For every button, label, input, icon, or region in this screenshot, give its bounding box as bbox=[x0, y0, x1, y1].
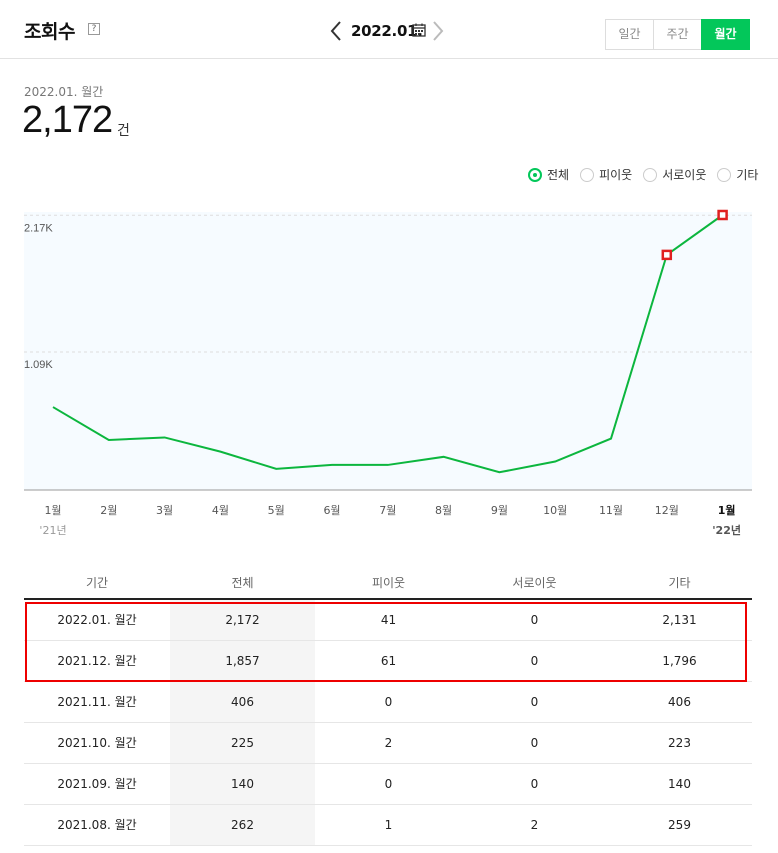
y-tick-label: 2.17K bbox=[24, 222, 53, 234]
stats-table: 2022.01. 월간 2,172 41 0 2,131 2021.12. 월간… bbox=[24, 600, 752, 846]
x-tick-label: 7월 bbox=[379, 504, 396, 517]
cell-other: 2,131 bbox=[662, 613, 697, 627]
radio-dot-icon bbox=[580, 167, 595, 182]
calendar-icon[interactable] bbox=[412, 23, 426, 37]
table-row: 2021.08. 월간 262 1 2 259 bbox=[24, 805, 752, 846]
column-header-other: 기타 bbox=[668, 576, 691, 590]
x-tick-label: 2월 bbox=[100, 504, 117, 517]
table-row: 2022.01. 월간 2,172 41 0 2,131 bbox=[24, 600, 752, 641]
x-tick-label: 12월 bbox=[655, 504, 679, 517]
y-tick-label: 1.09K bbox=[24, 359, 53, 371]
filter-label: 기타 bbox=[736, 168, 759, 182]
cell-mutual-neighbor: 0 bbox=[530, 777, 539, 791]
column-header-neighbor: 피이웃 bbox=[371, 576, 406, 590]
x-tick-label: 9월 bbox=[491, 504, 508, 517]
tab-monthly[interactable]: 월간 bbox=[701, 19, 750, 50]
cell-period: 2021.09. 월간 bbox=[57, 777, 137, 791]
x-tick-label: 5월 bbox=[268, 504, 285, 517]
column-header-mutual-neighbor: 서로이웃 bbox=[512, 576, 557, 590]
tab-weekly[interactable]: 주간 bbox=[653, 19, 702, 50]
x-tick-label: 1월 bbox=[718, 503, 736, 517]
cell-period: 2021.10. 월간 bbox=[57, 736, 137, 750]
column-header-total: 전체 bbox=[231, 576, 254, 590]
series-line bbox=[52, 214, 724, 474]
cell-mutual-neighbor: 2 bbox=[530, 818, 539, 832]
cell-neighbor: 2 bbox=[384, 736, 393, 750]
cell-period: 2021.08. 월간 bbox=[57, 818, 137, 832]
cell-neighbor: 0 bbox=[384, 695, 393, 709]
x-tick-label: 4월 bbox=[212, 504, 229, 517]
cell-neighbor: 41 bbox=[380, 613, 397, 627]
filter-mutual-neighbor-radio[interactable]: 서로이웃 bbox=[643, 166, 706, 183]
table-row: 2021.09. 월간 140 0 0 140 bbox=[24, 764, 752, 805]
x-tick-label: 1월 bbox=[44, 504, 61, 517]
cell-total: 2,172 bbox=[170, 600, 315, 640]
cell-total: 225 bbox=[170, 723, 315, 763]
radio-dot-icon bbox=[643, 167, 658, 182]
x-year-label: '22년 bbox=[712, 523, 741, 537]
x-tick-label: 3월 bbox=[156, 504, 173, 517]
x-tick-label: 11월 bbox=[599, 504, 623, 517]
radio-dot-icon bbox=[717, 167, 732, 182]
filter-label: 피이웃 bbox=[599, 168, 633, 182]
cell-total: 1,857 bbox=[170, 641, 315, 681]
audience-filter: 전체 피이웃 서로이웃 기타 bbox=[528, 166, 769, 183]
x-tick-label: 10월 bbox=[543, 504, 567, 517]
cell-total: 140 bbox=[170, 764, 315, 804]
x-year-label: '21년 bbox=[39, 524, 66, 537]
cell-total: 406 bbox=[170, 682, 315, 722]
x-tick-label: 6월 bbox=[323, 504, 340, 517]
filter-label: 전체 bbox=[547, 168, 570, 182]
table-row: 2021.10. 월간 225 2 0 223 bbox=[24, 723, 752, 764]
cell-mutual-neighbor: 0 bbox=[530, 736, 539, 750]
cell-neighbor: 0 bbox=[384, 777, 393, 791]
filter-neighbor-radio[interactable]: 피이웃 bbox=[580, 166, 632, 183]
table-row: 2021.12. 월간 1,857 61 0 1,796 bbox=[24, 641, 752, 682]
data-point-marker bbox=[661, 249, 673, 261]
cell-neighbor: 61 bbox=[380, 654, 397, 668]
x-tick-label: 8월 bbox=[435, 504, 452, 517]
chevron-left-icon[interactable] bbox=[328, 20, 344, 42]
cell-other: 140 bbox=[668, 777, 691, 791]
table-row: 2021.11. 월간 406 0 0 406 bbox=[24, 682, 752, 723]
filter-label: 서로이웃 bbox=[662, 168, 707, 182]
cell-other: 223 bbox=[668, 736, 691, 750]
cell-period: 2021.12. 월간 bbox=[57, 654, 137, 668]
cell-neighbor: 1 bbox=[384, 818, 393, 832]
help-icon[interactable]: ? bbox=[88, 23, 100, 35]
filter-other-radio[interactable]: 기타 bbox=[717, 166, 758, 183]
cell-period: 2021.11. 월간 bbox=[57, 695, 137, 709]
highlight-box bbox=[25, 602, 747, 682]
header-bar: 조회수 ? 2022.01. 일간 주간 월간 bbox=[0, 0, 778, 59]
period-tabs: 일간 주간 월간 bbox=[605, 19, 750, 50]
data-point-marker bbox=[717, 209, 728, 221]
views-line-chart: 2.17K 1.09K 1월 '21년 2월 3월 4월 5월 6월 7월 8월 9월 10월 11월 12… bbox=[24, 209, 752, 537]
plot-background bbox=[24, 212, 752, 490]
filter-all-radio[interactable]: 전체 bbox=[528, 166, 569, 183]
cell-mutual-neighbor: 0 bbox=[530, 654, 539, 668]
tab-daily[interactable]: 일간 bbox=[605, 19, 654, 50]
cell-other: 259 bbox=[668, 818, 691, 832]
column-header-period: 기간 bbox=[85, 576, 109, 590]
page-title: 조회수 bbox=[24, 21, 75, 43]
table-header: 기간 전체 피이웃 서로이웃 기타 bbox=[24, 567, 752, 600]
cell-other: 406 bbox=[668, 695, 691, 709]
summary-period-label: 2022.01. 월간 bbox=[24, 85, 104, 99]
cell-mutual-neighbor: 0 bbox=[530, 695, 539, 709]
current-period-label: 2022.01. bbox=[351, 22, 423, 40]
cell-mutual-neighbor: 0 bbox=[530, 613, 539, 627]
cell-other: 1,796 bbox=[662, 654, 697, 668]
summary-unit: 건 bbox=[117, 123, 130, 139]
cell-total: 262 bbox=[170, 805, 315, 845]
cell-period: 2022.01. 월간 bbox=[57, 613, 137, 627]
radio-dot-icon bbox=[528, 167, 542, 182]
chevron-right-icon[interactable] bbox=[430, 20, 446, 42]
summary-total-value: 2,172 bbox=[22, 99, 113, 141]
